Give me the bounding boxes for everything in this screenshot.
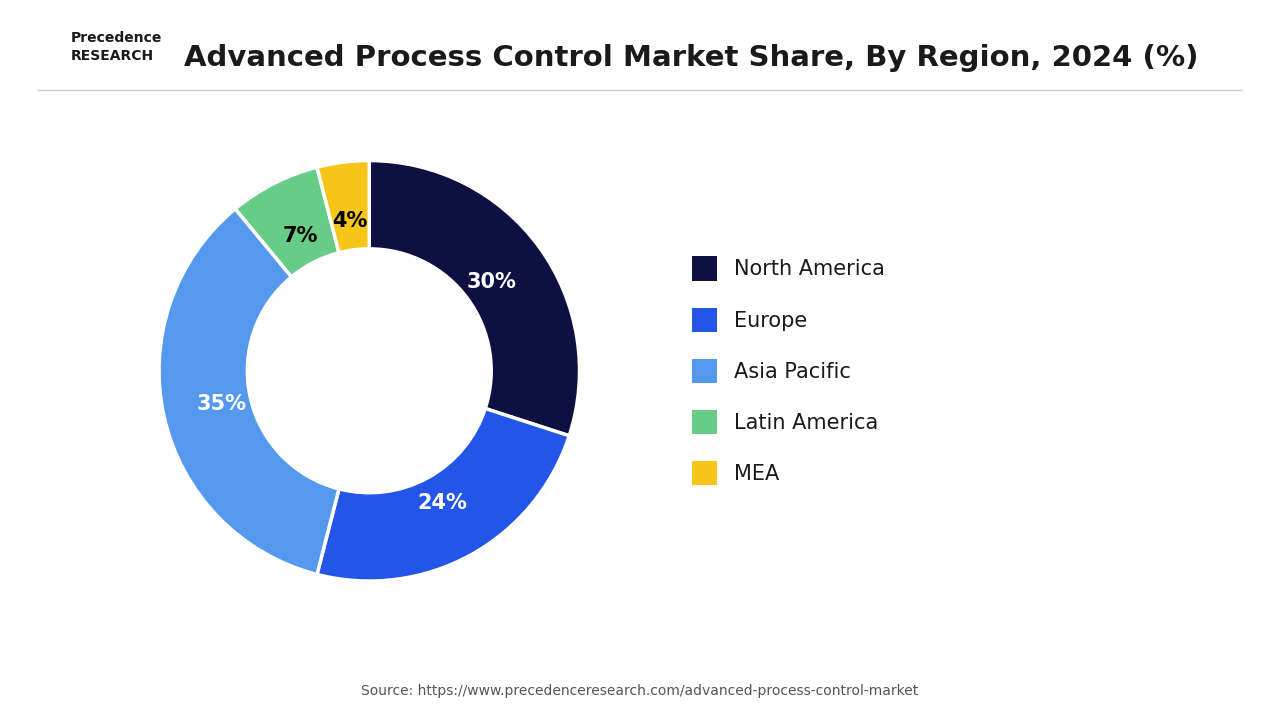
Text: Advanced Process Control Market Share, By Region, 2024 (%): Advanced Process Control Market Share, B… [184, 44, 1198, 71]
Text: 7%: 7% [283, 226, 319, 246]
Legend: North America, Europe, Asia Pacific, Latin America, MEA: North America, Europe, Asia Pacific, Lat… [684, 248, 892, 493]
Wedge shape [317, 161, 370, 253]
Wedge shape [236, 167, 339, 277]
Wedge shape [159, 209, 339, 575]
Wedge shape [369, 161, 580, 436]
Wedge shape [317, 408, 570, 581]
Text: 4%: 4% [333, 211, 367, 230]
Text: 35%: 35% [197, 394, 247, 414]
Text: Precedence
RESEARCH: Precedence RESEARCH [70, 30, 161, 63]
Text: 24%: 24% [417, 493, 467, 513]
Text: Source: https://www.precedenceresearch.com/advanced-process-control-market: Source: https://www.precedenceresearch.c… [361, 684, 919, 698]
Text: 30%: 30% [467, 272, 517, 292]
